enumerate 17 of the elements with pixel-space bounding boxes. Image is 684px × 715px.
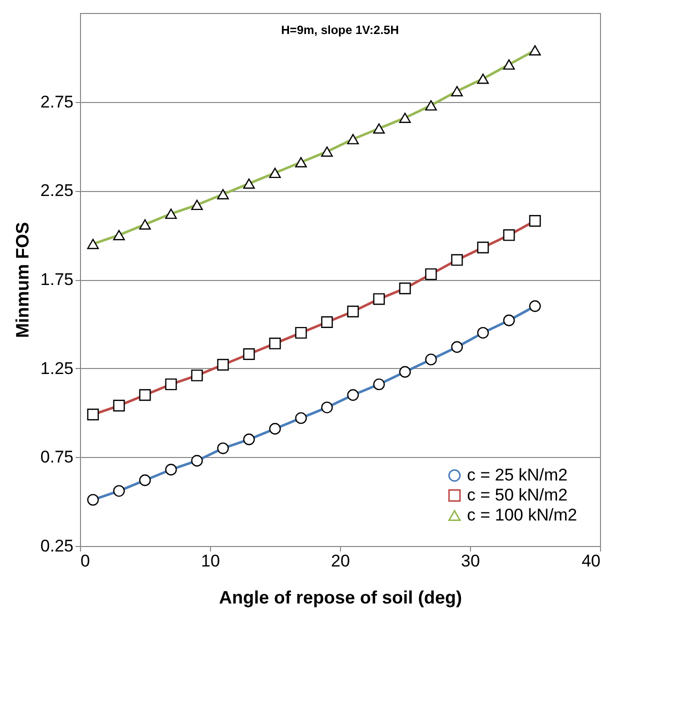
legend-label: c = 25 kN/m2 — [467, 466, 568, 484]
x-axis-title: Angle of repose of soil (deg) — [218, 588, 462, 608]
y-tick-label: 1.75 — [40, 270, 74, 289]
x-tick-label: 40 — [582, 552, 600, 570]
x-tick-label: 10 — [201, 552, 220, 570]
legend-label: c = 100 kN/m2 — [467, 506, 578, 524]
legend-label: c = 50 kN/m2 — [467, 486, 568, 504]
y-tick-label: 2.75 — [40, 92, 74, 112]
x-tick-label: 20 — [331, 552, 350, 570]
y-tick-label: 0.75 — [40, 448, 74, 467]
y-tick-label: 2.25 — [40, 181, 74, 200]
x-tick-label: 0 — [80, 552, 90, 570]
y-axis-title: Minmum FOS — [12, 222, 32, 338]
y-tick-label: 0.25 — [40, 536, 74, 556]
x-tick-label: 30 — [461, 552, 480, 570]
text: H=9m, slope 1V:2.5H — [281, 23, 399, 37]
y-tick-label: 1.25 — [40, 358, 74, 378]
